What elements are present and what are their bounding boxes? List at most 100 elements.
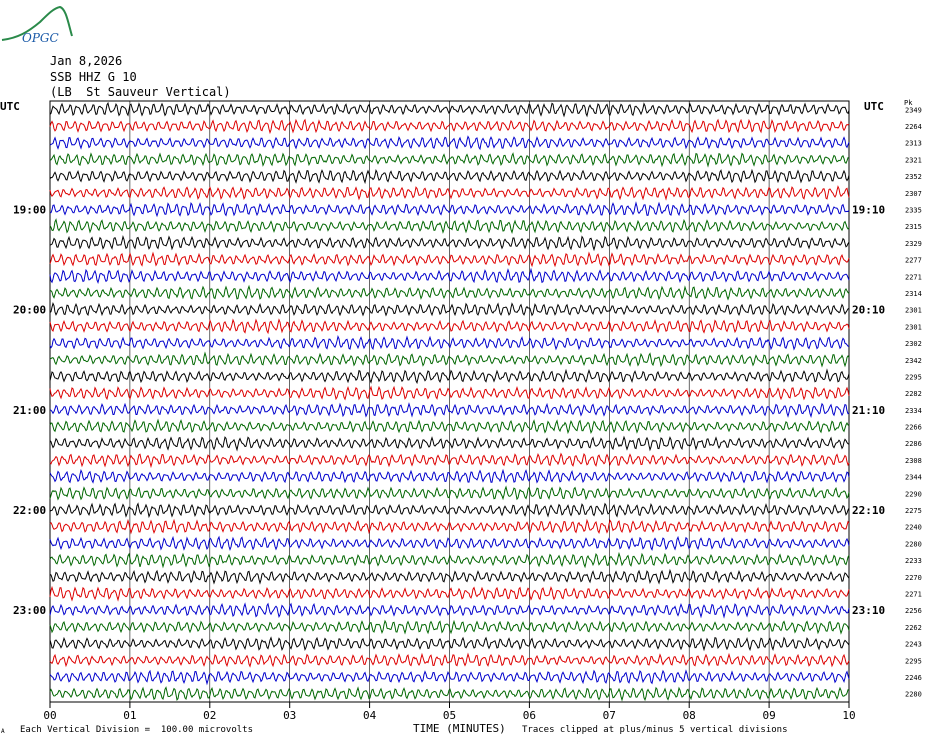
peak-value: 2264	[905, 123, 922, 131]
seismic-trace-row	[49, 251, 850, 268]
x-tick-label: 01	[123, 709, 136, 722]
peak-value: 2233	[905, 557, 922, 565]
seismic-trace-row	[49, 435, 850, 452]
x-tick-label: 06	[523, 709, 536, 722]
peak-value: 2282	[905, 390, 922, 398]
peak-value: 2246	[905, 674, 922, 682]
right-hour-label: 22:10	[852, 504, 885, 517]
peak-value: 2277	[905, 257, 922, 265]
peak-value: 2266	[905, 424, 922, 432]
x-tick-label: 07	[603, 709, 616, 722]
right-hour-label: 20:10	[852, 304, 885, 317]
peak-value: 2307	[905, 190, 922, 198]
seismic-trace-row	[49, 568, 850, 585]
seismic-trace-row	[49, 551, 850, 569]
seismic-trace-row	[49, 652, 850, 668]
seismic-trace-row	[49, 284, 850, 301]
seismic-trace-row	[49, 152, 850, 168]
corner-mark: A	[1, 728, 5, 735]
peak-value: 2243	[905, 641, 922, 649]
right-hour-label: 23:10	[852, 604, 885, 617]
peak-value: 2280	[905, 691, 922, 699]
seismic-trace-row	[49, 368, 850, 385]
peak-value: 2301	[905, 323, 922, 331]
seismic-trace-row	[49, 335, 850, 351]
x-tick-label: 08	[683, 709, 696, 722]
seismic-trace-row	[49, 468, 850, 484]
opgc-logo: OPGC	[1, 5, 73, 45]
peak-value: 2302	[905, 340, 922, 348]
station-description: (LB St Sauveur Vertical)	[50, 85, 231, 99]
peak-value: 2314	[905, 290, 922, 298]
axis-labels: 00 01 02 03 04 05 06 07 08 09 10 2349 2264 2313 2321 23…	[13, 106, 922, 722]
seismic-trace-row	[49, 218, 850, 235]
left-hour-label: 23:00	[13, 604, 46, 617]
peak-value: 2290	[905, 490, 922, 498]
seismic-trace-row	[49, 535, 850, 552]
seismic-trace-row	[49, 385, 850, 401]
peak-value: 2286	[905, 440, 922, 448]
x-tick-label: 09	[762, 709, 775, 722]
peak-value: 2295	[905, 373, 922, 381]
peak-value: 2270	[905, 574, 922, 582]
peak-value: 2275	[905, 507, 922, 515]
peak-value: 2342	[905, 357, 922, 365]
seismic-trace-row	[49, 619, 850, 635]
seismic-trace-row	[49, 234, 850, 252]
peak-value: 2315	[905, 223, 922, 231]
peak-value: 2334	[905, 407, 922, 415]
seismic-trace-row	[49, 302, 850, 317]
scale-note: Each Vertical Division = 100.00 microvol…	[20, 725, 253, 735]
clip-note: Traces clipped at plus/minus 5 vertical …	[522, 725, 788, 735]
seismic-trace-row	[49, 485, 850, 501]
peak-header-label: Pk	[904, 99, 913, 107]
peak-value: 2349	[905, 106, 922, 114]
x-tick-label: 03	[283, 709, 296, 722]
peak-value: 2308	[905, 457, 922, 465]
x-tick-label: 04	[363, 709, 377, 722]
seismic-traces	[49, 101, 850, 702]
peak-value: 2271	[905, 590, 922, 598]
peak-value: 2313	[905, 140, 922, 148]
seismic-trace-row	[49, 118, 850, 135]
peak-value: 2240	[905, 524, 922, 532]
right-hour-label: 19:10	[852, 204, 885, 217]
plot-grid	[49, 100, 850, 708]
left-hour-label: 21:00	[13, 404, 46, 417]
x-tick-label: 05	[443, 709, 456, 722]
seismic-trace-row	[49, 585, 850, 602]
seismic-trace-row	[49, 135, 850, 151]
peak-value: 2295	[905, 657, 922, 665]
x-tick-label: 02	[203, 709, 216, 722]
x-tick-label: 00	[43, 709, 56, 722]
seismic-trace-row	[49, 502, 850, 519]
seismic-trace-row	[49, 602, 850, 619]
right-hour-label: 21:10	[852, 404, 885, 417]
peak-value: 2329	[905, 240, 922, 248]
plot-date: Jan 8,2026	[50, 54, 123, 68]
logo-text: OPGC	[22, 31, 59, 45]
peak-value: 2271	[905, 273, 922, 281]
seismic-trace-row	[49, 168, 850, 185]
seismic-trace-row	[49, 351, 850, 368]
seismic-trace-row	[49, 185, 850, 201]
seismic-trace-row	[49, 636, 850, 652]
peak-value: 2280	[905, 540, 922, 548]
peak-value: 2256	[905, 607, 922, 615]
seismic-trace-row	[49, 669, 850, 686]
peak-value: 2321	[905, 156, 922, 164]
seismic-trace-row	[49, 201, 850, 218]
peak-value: 2344	[905, 474, 922, 482]
left-hour-label: 19:00	[13, 204, 46, 217]
logo-mountain-icon	[1, 5, 73, 41]
right-utc-label: UTC	[864, 100, 884, 113]
seismic-trace-row	[49, 686, 850, 702]
peak-value: 2352	[905, 173, 922, 181]
x-axis-title: TIME (MINUTES)	[413, 722, 506, 735]
left-hour-label: 20:00	[13, 304, 46, 317]
seismic-trace-row	[49, 402, 850, 419]
peak-value: 2301	[905, 307, 922, 315]
seismic-trace-row	[49, 318, 850, 335]
left-utc-label: UTC	[0, 100, 20, 113]
